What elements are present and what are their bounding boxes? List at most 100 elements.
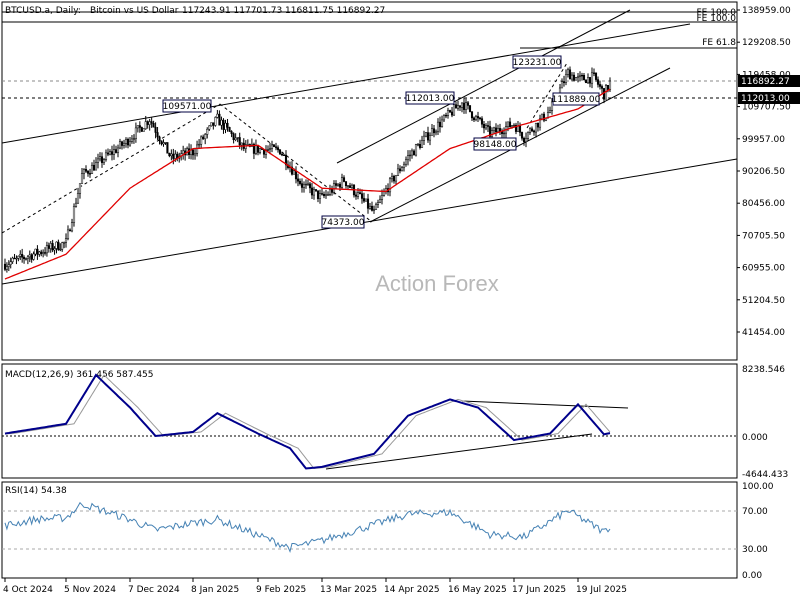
candle-body xyxy=(234,137,237,141)
candle-body xyxy=(440,119,444,127)
candle-body xyxy=(55,241,58,249)
candle-body xyxy=(45,245,48,254)
current-price-tag-text: 116892.27 xyxy=(741,77,790,87)
candle-body xyxy=(100,156,104,163)
macd-line xyxy=(4,373,611,470)
candle-body xyxy=(474,116,478,121)
time-tick-label: 7 Dec 2024 xyxy=(128,585,180,595)
candle-body xyxy=(460,102,464,108)
price-tick-label: 60955.00 xyxy=(742,264,785,274)
candle-body xyxy=(49,243,52,249)
annotation-112013-text: 112013.00 xyxy=(406,94,455,104)
candle-body xyxy=(328,189,332,195)
candle-body xyxy=(200,136,203,145)
candle-body xyxy=(324,194,328,197)
candle-body xyxy=(326,194,330,196)
candle-body xyxy=(94,162,98,171)
candle-body xyxy=(392,175,396,182)
candle-body xyxy=(226,122,229,128)
candle-body xyxy=(92,164,96,171)
candle-body xyxy=(346,185,350,187)
candle-body xyxy=(428,135,432,141)
candle-body xyxy=(212,122,215,126)
watermark: Action Forex xyxy=(375,271,499,296)
candle-body xyxy=(438,121,442,127)
candle-body xyxy=(434,130,438,134)
candle-body xyxy=(68,229,72,232)
candle-body xyxy=(432,128,436,134)
candle-body xyxy=(51,243,54,251)
candle-body xyxy=(280,153,284,156)
candle-body xyxy=(572,74,576,81)
candle-body xyxy=(334,183,338,186)
candle-body xyxy=(524,138,528,143)
trendlines xyxy=(1,9,738,285)
candle-body xyxy=(172,153,175,159)
candle-body xyxy=(47,245,50,249)
candle-body xyxy=(132,138,135,140)
annotation-123231: 123231.00 xyxy=(512,55,562,69)
candle-body xyxy=(272,144,276,147)
candle-body xyxy=(208,125,211,130)
candle-body xyxy=(574,77,578,81)
annotation-74373-text: 74373.00 xyxy=(322,218,365,228)
time-tick-label: 8 Jan 2025 xyxy=(191,585,239,595)
candle-body xyxy=(26,256,29,259)
candle-body xyxy=(468,105,472,112)
candle-body xyxy=(586,77,590,84)
candle-body xyxy=(310,187,314,196)
candle-body xyxy=(508,121,512,128)
candle-body xyxy=(36,248,39,255)
candle-body xyxy=(274,146,278,148)
candle-body xyxy=(444,114,448,117)
candle-body xyxy=(154,126,157,133)
annotation-111889: 111889.00 xyxy=(552,92,601,106)
candle-body xyxy=(70,222,74,232)
candle-body xyxy=(550,101,554,111)
candle-body xyxy=(86,171,90,174)
candle-body xyxy=(400,167,404,172)
candle-body xyxy=(364,198,368,202)
candles-group xyxy=(3,66,612,273)
candle-body xyxy=(542,113,546,121)
candle-body xyxy=(478,117,482,120)
candle-body xyxy=(294,170,298,180)
candle-body xyxy=(576,76,580,78)
candle-body xyxy=(482,123,486,129)
rising-channel-bottom xyxy=(369,67,671,223)
candle-body xyxy=(500,131,504,134)
candle-body xyxy=(191,149,195,156)
candle-body xyxy=(210,122,213,127)
candle-body xyxy=(354,194,358,197)
price-tick-label: 51204.50 xyxy=(742,296,785,306)
candle-body xyxy=(472,117,476,121)
candle-body xyxy=(88,173,92,175)
price-axis: 138959.00129208.50119458.00109707.509995… xyxy=(737,6,791,338)
candle-body xyxy=(290,166,294,175)
candle-body xyxy=(548,110,552,113)
candle-body xyxy=(142,128,145,132)
macd-tick-top: 8238.546 xyxy=(742,365,785,375)
candle-body xyxy=(490,130,494,137)
chart-header-description: Bitcoin vs US Dollar xyxy=(90,6,179,16)
candle-body xyxy=(374,204,378,210)
price-panel xyxy=(1,1,738,361)
candle-body xyxy=(312,189,316,196)
candle-body xyxy=(38,251,41,255)
candle-body xyxy=(122,142,126,146)
candle-body xyxy=(528,128,532,133)
candle-body xyxy=(278,149,282,155)
candle-body xyxy=(506,121,510,127)
candle-body xyxy=(502,132,506,135)
candle-body xyxy=(370,205,374,211)
candle-body xyxy=(230,131,233,134)
candle-body xyxy=(458,105,462,108)
upper-channel-line xyxy=(1,23,691,144)
candle-body xyxy=(110,151,114,155)
candle-body xyxy=(402,163,406,169)
candle-body xyxy=(568,69,572,80)
candle-body xyxy=(148,121,151,125)
candle-body xyxy=(464,102,468,110)
candle-body xyxy=(126,138,130,146)
candle-body xyxy=(30,254,33,260)
